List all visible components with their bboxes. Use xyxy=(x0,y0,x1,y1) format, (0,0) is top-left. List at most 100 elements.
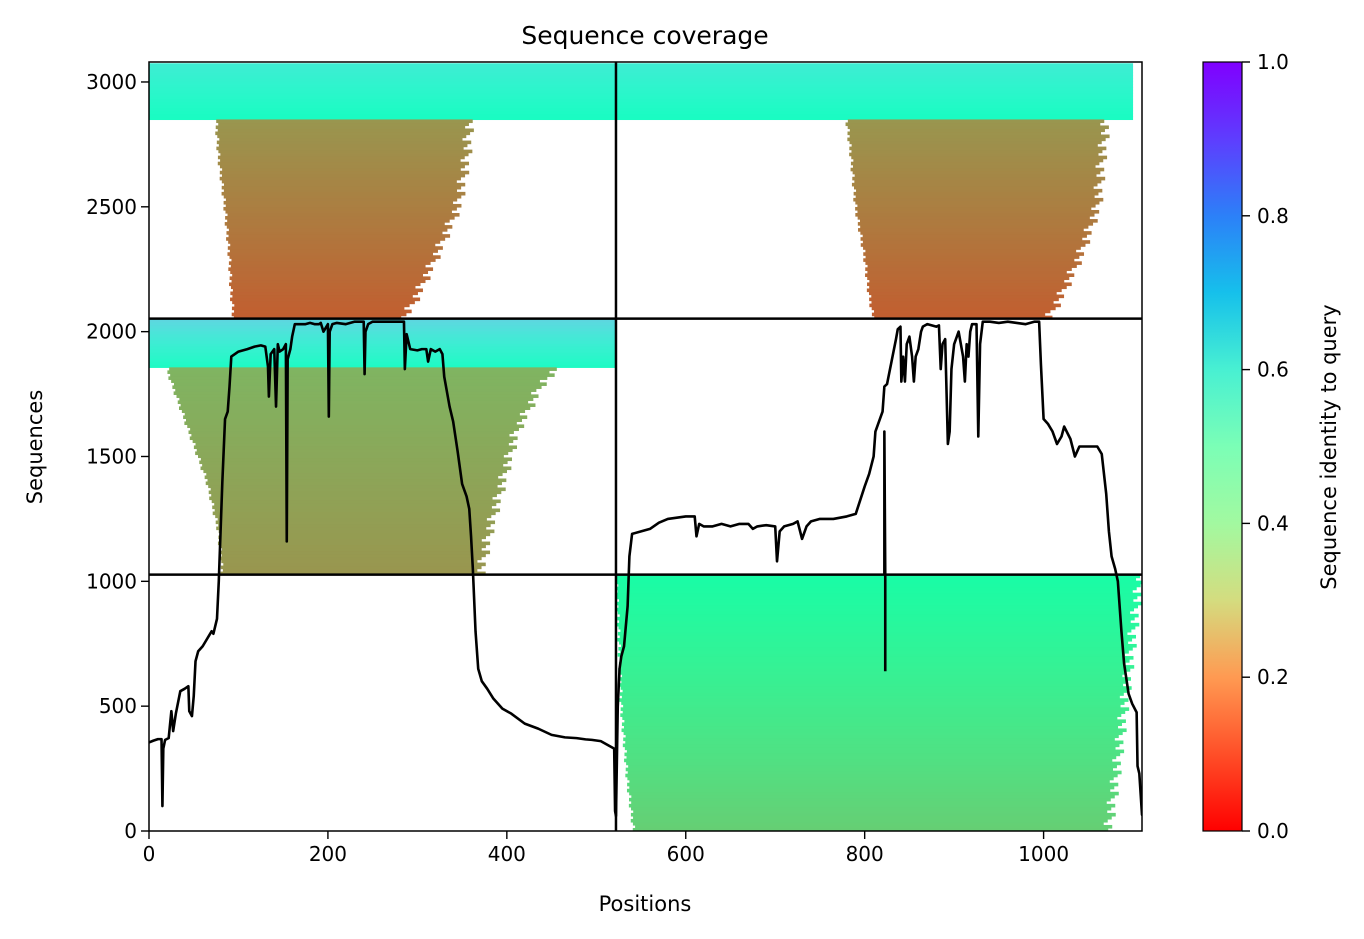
coverage-strip xyxy=(222,167,461,172)
coverage-strip xyxy=(149,333,616,338)
coverage-strip xyxy=(218,149,473,154)
coverage-strip xyxy=(632,821,1104,826)
coverage-strip xyxy=(623,704,1121,708)
coverage-strip xyxy=(223,200,454,205)
colorbar-tick-label: 0.0 xyxy=(1257,819,1289,843)
coverage-strip xyxy=(217,161,470,166)
coverage-strip xyxy=(615,107,1134,112)
coverage-strip xyxy=(221,559,478,564)
coverage-strip xyxy=(149,104,616,109)
coverage-strip xyxy=(623,731,1123,736)
coverage-strip xyxy=(218,143,468,148)
coverage-strip xyxy=(171,379,540,383)
coverage-strip xyxy=(874,309,1051,314)
coverage-strip xyxy=(618,668,1131,672)
y-axis-ticks: 0 500 1000 1500 2000 2500 3000 xyxy=(86,70,149,843)
coverage-strip xyxy=(220,565,482,570)
coverage-strip xyxy=(221,553,486,558)
coverage-strip xyxy=(195,442,509,447)
coverage-strip xyxy=(620,650,1129,654)
coverage-strip xyxy=(615,92,1134,97)
coverage-strip xyxy=(860,237,1083,241)
coverage-strip xyxy=(858,228,1084,232)
coverage-strip xyxy=(615,72,1134,76)
coverage-strip xyxy=(869,297,1059,302)
coverage-strip xyxy=(620,643,1137,648)
coverage-strip xyxy=(224,182,466,187)
coverage-strip xyxy=(187,424,525,429)
coverage-strip xyxy=(619,634,1137,639)
x-axis-ticks: 0 200 400 600 800 1000 xyxy=(143,831,1069,866)
coverage-strip xyxy=(218,529,495,534)
coverage-strip xyxy=(849,128,1105,133)
coverage-strip xyxy=(229,276,431,281)
coverage-strip xyxy=(865,255,1080,259)
coverage-strip xyxy=(852,176,1106,181)
coverage-strip xyxy=(229,255,441,259)
coverage-strip xyxy=(220,158,461,163)
coverage-strip xyxy=(234,309,412,314)
coverage-strip xyxy=(625,734,1119,739)
coverage-strip xyxy=(615,69,1134,73)
coverage-strip xyxy=(871,300,1054,305)
y-tick-label: 1500 xyxy=(86,444,137,468)
coverage-strip xyxy=(228,261,431,265)
coverage-strip xyxy=(621,728,1127,733)
x-tick-label: 400 xyxy=(488,842,526,866)
coverage-strip xyxy=(617,595,1138,600)
coverage-strip xyxy=(149,63,616,67)
coverage-strip xyxy=(631,794,1115,799)
coverage-strip xyxy=(629,791,1119,796)
coverage-strip xyxy=(621,695,1120,699)
coverage-strip xyxy=(847,137,1106,142)
coverage-strip xyxy=(622,716,1118,720)
coverage-strip xyxy=(149,358,616,362)
coverage-strip xyxy=(627,782,1119,787)
coverage-strip xyxy=(631,806,1112,811)
coverage-strip xyxy=(847,131,1102,136)
coverage-strip xyxy=(849,152,1099,157)
coverage-strip xyxy=(230,270,429,274)
coverage-line xyxy=(149,320,1142,818)
coverage-strip xyxy=(212,505,492,510)
coverage-strip xyxy=(225,216,455,220)
coverage-strip xyxy=(618,662,1126,666)
coverage-strip xyxy=(149,89,616,94)
coverage-strip xyxy=(175,388,537,392)
y-tick-label: 2000 xyxy=(86,320,137,344)
coverage-strip xyxy=(865,249,1077,253)
coverage-strip xyxy=(618,583,1141,588)
coverage-strip xyxy=(190,427,519,432)
coverage-strip xyxy=(226,237,446,241)
colorbar-tick-label: 0.2 xyxy=(1257,665,1289,689)
coverage-strip xyxy=(869,285,1067,290)
coverage-strip xyxy=(149,355,616,359)
coverage-strip xyxy=(223,206,457,211)
coverage-strip xyxy=(615,86,1134,91)
coverage-strip xyxy=(620,713,1122,717)
coverage-strip xyxy=(149,95,616,100)
coverage-strip xyxy=(622,710,1126,714)
coverage-strip xyxy=(625,773,1118,778)
coverage-strip xyxy=(624,758,1113,763)
coverage-strip xyxy=(615,66,1134,70)
coverage-strip xyxy=(853,197,1104,202)
coverage-strip xyxy=(855,206,1092,211)
coverage-strip xyxy=(626,749,1125,754)
coverage-strip xyxy=(230,243,436,247)
coverage-strip xyxy=(617,616,1135,621)
coverage-strip xyxy=(169,367,557,371)
coverage-strip xyxy=(866,288,1062,293)
coverage-strip xyxy=(202,463,504,468)
coverage-strip xyxy=(226,225,453,229)
coverage-strip xyxy=(633,809,1108,814)
coverage-strip xyxy=(865,267,1072,271)
coverage-strip xyxy=(220,538,482,543)
coverage-strip xyxy=(615,607,1135,612)
coverage-strip xyxy=(149,321,616,326)
coverage-strip xyxy=(620,665,1135,669)
coverage-strip xyxy=(234,303,410,308)
coverage-strip xyxy=(847,119,1105,124)
coverage-strip xyxy=(615,75,1134,79)
